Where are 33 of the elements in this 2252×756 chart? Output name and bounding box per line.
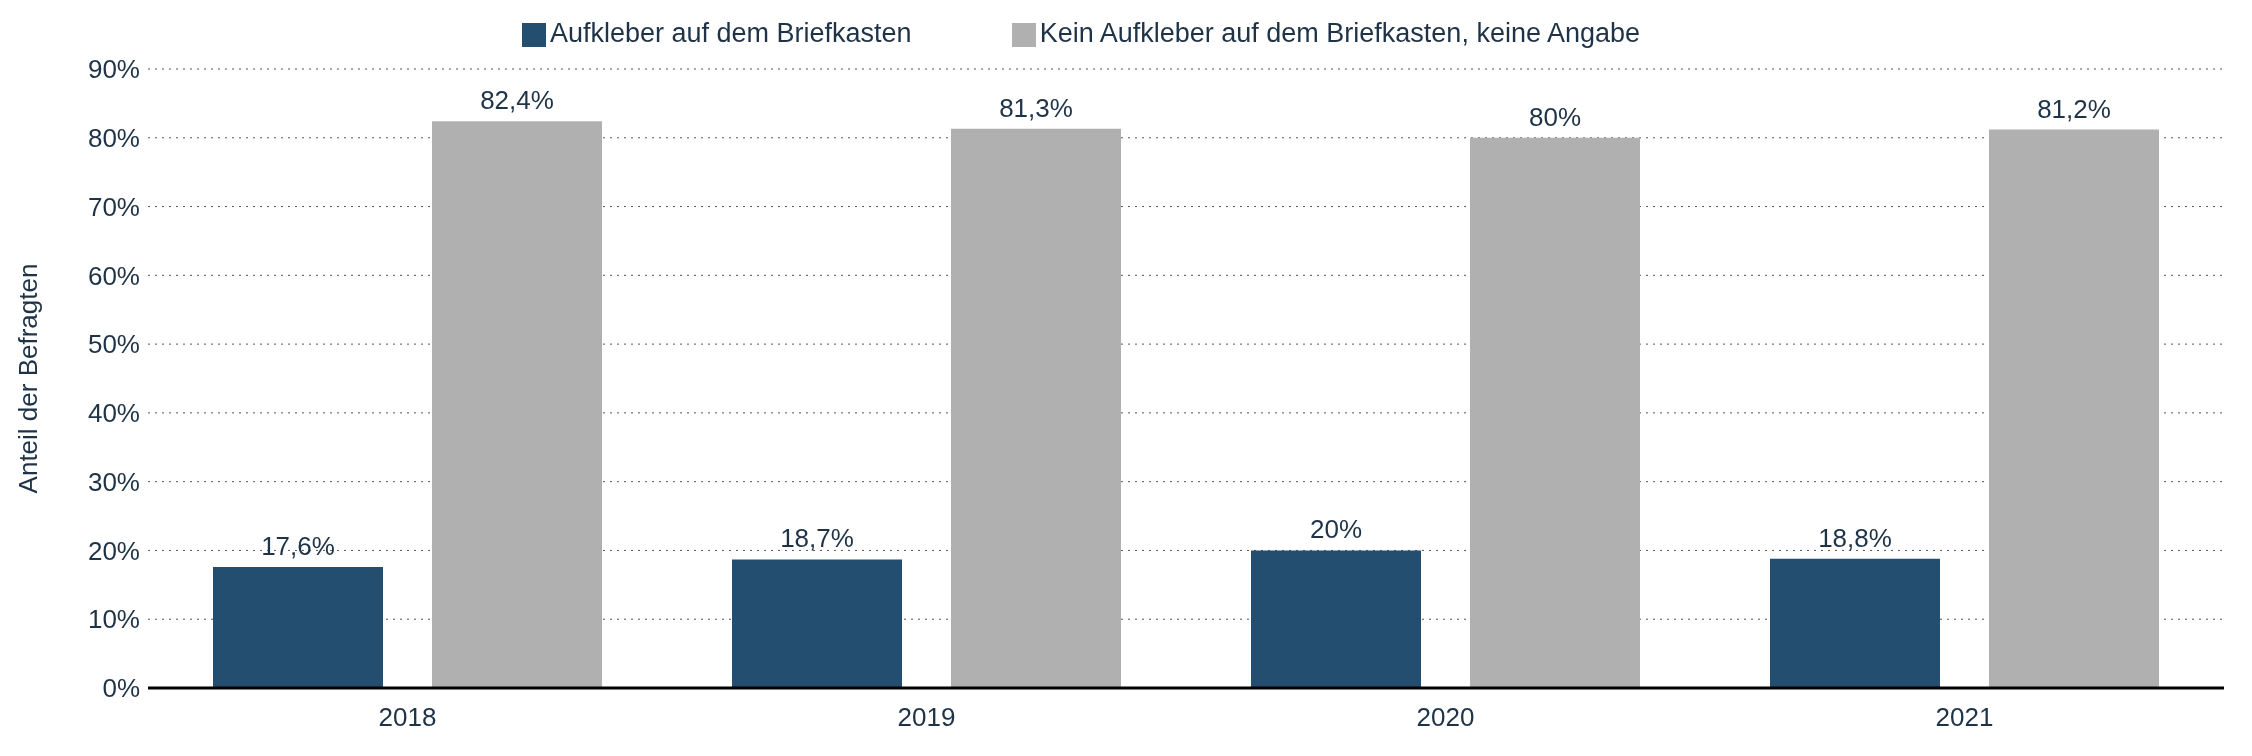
data-label: 18,8% xyxy=(1818,522,1892,553)
y-tick-label: 90% xyxy=(87,54,140,85)
bar xyxy=(1251,550,1421,688)
y-tick-label: 30% xyxy=(87,466,140,497)
bar xyxy=(951,128,1121,688)
y-tick-label: 20% xyxy=(87,535,140,566)
bar xyxy=(1989,129,2159,688)
bar xyxy=(432,121,602,688)
data-label: 80% xyxy=(1528,101,1582,132)
bar xyxy=(732,559,902,688)
data-label: 81,2% xyxy=(2037,93,2111,124)
y-tick-label: 40% xyxy=(87,398,140,429)
y-tick-label: 60% xyxy=(87,260,140,291)
x-tick-label: 2019 xyxy=(897,702,956,733)
data-label: 18,7% xyxy=(780,523,854,554)
y-tick-label: 80% xyxy=(87,123,140,154)
x-tick-label: 2021 xyxy=(1935,702,1994,733)
y-tick-label: 70% xyxy=(87,191,140,222)
y-tick-label: 0% xyxy=(102,673,140,704)
bar xyxy=(1770,558,1940,688)
data-label: 81,3% xyxy=(999,92,1073,123)
legend-label: Kein Aufkleber auf dem Briefkasten, keine Angabe xyxy=(1039,18,1641,48)
legend-label: Aufkleber auf dem Briefkasten xyxy=(549,18,912,48)
y-axis-title: Anteil der Befragten xyxy=(13,263,44,494)
bar xyxy=(213,566,383,688)
x-tick-label: 2018 xyxy=(378,702,437,733)
y-tick-label: 50% xyxy=(87,329,140,360)
data-label: 17,6% xyxy=(261,530,335,561)
data-label: 82,4% xyxy=(480,85,554,116)
bar xyxy=(1470,137,1640,688)
y-tick-label: 10% xyxy=(87,604,140,635)
x-tick-label: 2020 xyxy=(1416,702,1475,733)
data-label: 20% xyxy=(1309,514,1363,545)
